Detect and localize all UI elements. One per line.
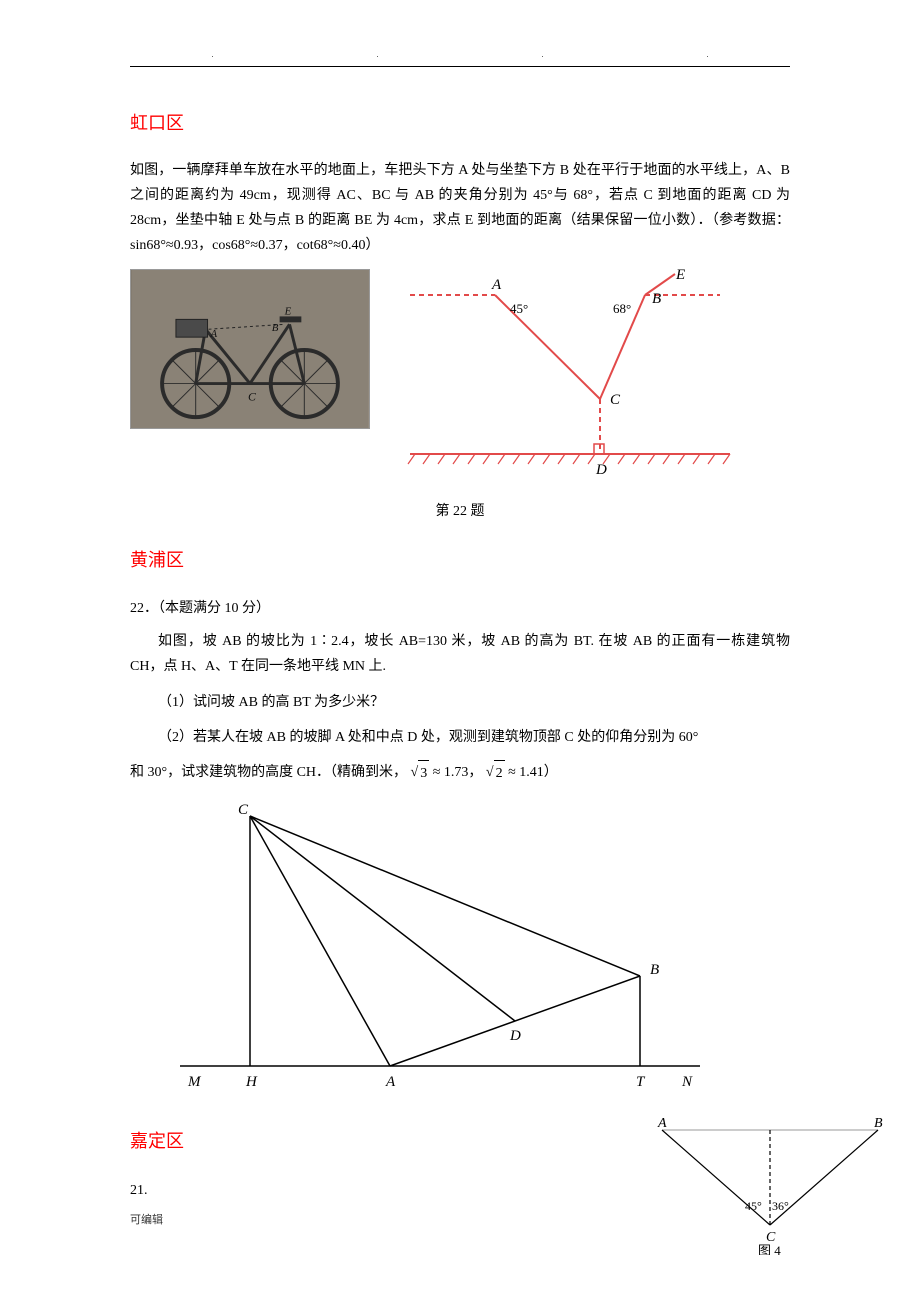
sqrt-3-symbol: √3 [411, 760, 430, 786]
jiading-label-a: A [657, 1116, 667, 1131]
huangpu-q1: （1）试问坡 AB 的高 BT 为多少米？ [130, 690, 790, 715]
sqrt-2-symbol: √2 [486, 760, 505, 786]
bike-label-a: A [210, 328, 218, 340]
huangpu-q2a: （2）若某人在坡 AB 的坡脚 A 处和中点 D 处，观测到建筑物顶部 C 处的… [130, 725, 790, 750]
header-rule [130, 66, 790, 67]
huangpu-label-b: B [650, 962, 659, 978]
huangpu-label-a: A [385, 1074, 396, 1090]
sqrt-2-value: 2 [494, 760, 505, 786]
header-dots: .... [130, 48, 790, 62]
huangpu-label-t: T [636, 1074, 646, 1090]
huangpu-label-d: D [509, 1028, 521, 1044]
hongkou-angle-68: 68° [613, 301, 631, 316]
huangpu-diagram: M H A D T N C B [160, 796, 720, 1096]
jiading-diagram: A B C 45° 36° 图 4 [650, 1115, 890, 1255]
hongkou-label-c: C [610, 392, 621, 408]
huangpu-q2b-text: 和 30°，试求建筑物的高度 CH．（精确到米， [130, 765, 407, 780]
huangpu-label-h: H [245, 1074, 258, 1090]
huangpu-q2b: 和 30°，试求建筑物的高度 CH．（精确到米， √3 ≈ 1.73， √2 ≈… [130, 760, 790, 786]
huangpu-label-n: N [681, 1074, 693, 1090]
section-hongkou-title: 虹口区 [130, 107, 790, 139]
bike-label-c: C [248, 389, 257, 403]
jiading-caption: 图 4 [758, 1243, 781, 1255]
hongkou-diagram: A B E C D 45° 68° [400, 269, 740, 489]
bike-label-b: B [272, 322, 279, 334]
hongkou-caption: 第 22 题 [130, 499, 790, 524]
bike-label-e: E [284, 305, 292, 317]
huangpu-p1: 如图，坡 AB 的坡比为 1∶2.4，坡长 AB=130 米，坡 AB 的高为 … [130, 629, 790, 679]
bike-photo-placeholder: A B E C [130, 269, 370, 429]
hongkou-figure-row: A B E C A B E C D 45° 68° [130, 269, 790, 489]
sqrt-3-value: 3 [418, 760, 429, 786]
hongkou-label-a: A [491, 277, 502, 293]
jiading-label-b: B [874, 1116, 883, 1131]
approx-3: ≈ 1.73， [429, 765, 482, 780]
huangpu-number: 22．（本题满分 10 分） [130, 596, 790, 621]
jiading-angle-36: 36° [772, 1199, 789, 1213]
hongkou-label-b: B [652, 291, 661, 307]
huangpu-label-m: M [187, 1074, 202, 1090]
jiading-angle-45: 45° [745, 1199, 762, 1213]
hongkou-label-e: E [675, 269, 685, 283]
hongkou-label-d: D [595, 462, 607, 478]
hongkou-angle-45: 45° [510, 301, 528, 316]
huangpu-label-c: C [238, 802, 249, 818]
approx-2: ≈ 1.41） [505, 765, 558, 780]
hongkou-problem-text: 如图，一辆摩拜单车放在水平的地面上，车把头下方 A 处与坐垫下方 B 处在平行于… [130, 158, 790, 259]
section-huangpu-title: 黄浦区 [130, 544, 790, 576]
